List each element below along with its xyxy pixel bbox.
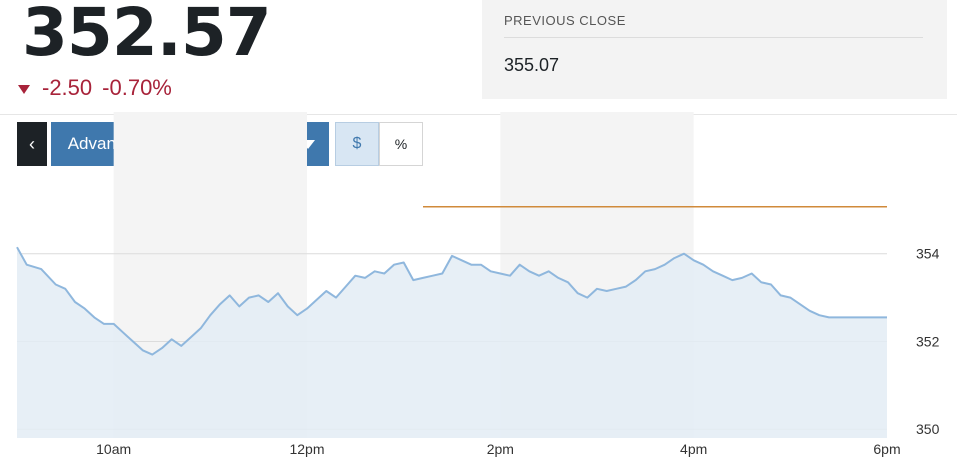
chevron-down-icon (301, 140, 315, 149)
previous-close-panel: PREVIOUS CLOSE 355.07 (482, 0, 947, 99)
percent-toggle[interactable]: % (379, 122, 423, 166)
price-line (16, 246, 887, 356)
down-arrow-icon (18, 84, 30, 94)
change-percent: -0.70% (102, 75, 172, 100)
y-tick-label: 352 (916, 333, 940, 349)
previous-close-value: 355.07 (504, 55, 560, 75)
divider (504, 37, 923, 38)
price-chart: 350 352 354 10am 12pm 2pm 4pm 6pm (16, 112, 940, 457)
previous-close-label: PREVIOUS CLOSE (504, 13, 626, 28)
x-tick-label: 6pm (873, 441, 900, 457)
dollar-toggle[interactable]: $ (335, 122, 379, 166)
price-area (17, 247, 887, 438)
y-tick-label: 350 (916, 421, 940, 437)
x-tick-label: 2pm (487, 441, 514, 457)
x-tick-label: 4pm (680, 441, 707, 457)
change-value: -2.50 (42, 75, 93, 100)
collapse-button[interactable]: ‹ (17, 122, 47, 166)
last-price: 352.57 (22, 0, 272, 71)
y-tick-label: 354 (916, 246, 940, 262)
x-tick-label: 10am (96, 441, 131, 457)
x-tick-label: 12pm (289, 441, 324, 457)
price-change: -2.50 -0.70% (18, 74, 172, 102)
chevron-left-icon: ‹ (29, 133, 35, 154)
divider (0, 114, 957, 115)
